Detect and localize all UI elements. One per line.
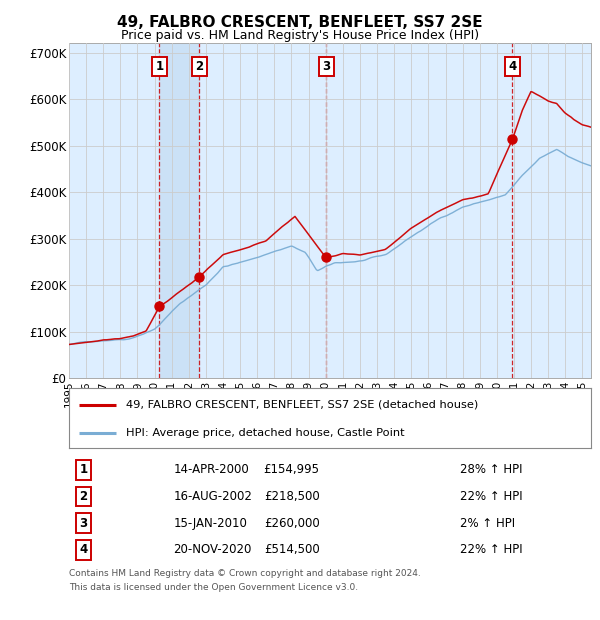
Bar <box>160 43 199 378</box>
Text: 28% ↑ HPI: 28% ↑ HPI <box>461 463 523 476</box>
Text: £218,500: £218,500 <box>264 490 320 503</box>
Text: Price paid vs. HM Land Registry's House Price Index (HPI): Price paid vs. HM Land Registry's House … <box>121 29 479 42</box>
Text: HPI: Average price, detached house, Castle Point: HPI: Average price, detached house, Cast… <box>127 428 405 438</box>
Text: 2: 2 <box>196 60 203 73</box>
Text: 2: 2 <box>80 490 88 503</box>
Text: 1: 1 <box>155 60 163 73</box>
Text: 15-JAN-2010: 15-JAN-2010 <box>173 516 247 529</box>
Text: 4: 4 <box>508 60 516 73</box>
Text: 4: 4 <box>79 543 88 556</box>
Text: £514,500: £514,500 <box>264 543 320 556</box>
Text: £260,000: £260,000 <box>264 516 320 529</box>
Text: 20-NOV-2020: 20-NOV-2020 <box>173 543 252 556</box>
Text: Contains HM Land Registry data © Crown copyright and database right 2024.: Contains HM Land Registry data © Crown c… <box>69 569 421 578</box>
Text: 49, FALBRO CRESCENT, BENFLEET, SS7 2SE (detached house): 49, FALBRO CRESCENT, BENFLEET, SS7 2SE (… <box>127 400 479 410</box>
Text: 16-AUG-2002: 16-AUG-2002 <box>173 490 252 503</box>
Text: 1: 1 <box>80 463 88 476</box>
Text: 3: 3 <box>322 60 331 73</box>
Text: 22% ↑ HPI: 22% ↑ HPI <box>461 543 523 556</box>
Text: This data is licensed under the Open Government Licence v3.0.: This data is licensed under the Open Gov… <box>69 583 358 592</box>
Text: 14-APR-2000: 14-APR-2000 <box>173 463 249 476</box>
Text: £154,995: £154,995 <box>263 463 320 476</box>
Text: 3: 3 <box>80 516 88 529</box>
Text: 49, FALBRO CRESCENT, BENFLEET, SS7 2SE: 49, FALBRO CRESCENT, BENFLEET, SS7 2SE <box>117 15 483 30</box>
Text: 22% ↑ HPI: 22% ↑ HPI <box>461 490 523 503</box>
Text: 2% ↑ HPI: 2% ↑ HPI <box>461 516 515 529</box>
